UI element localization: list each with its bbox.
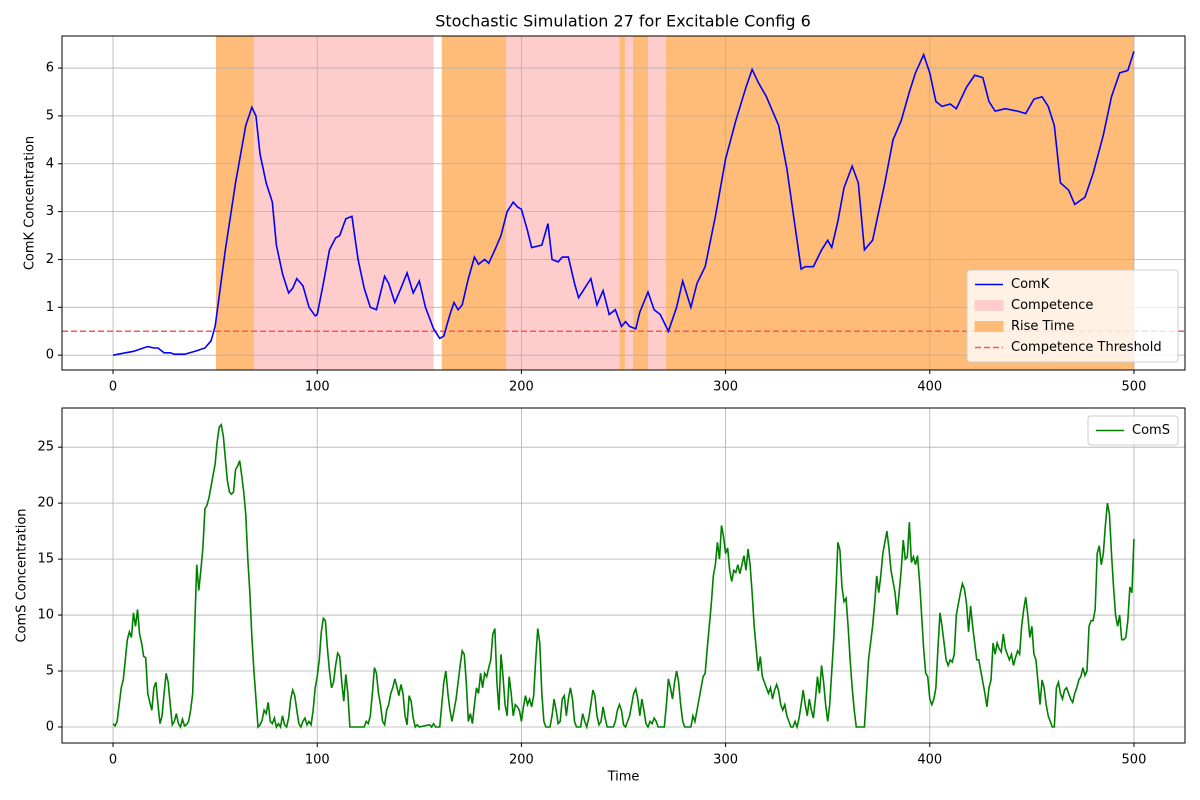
shaded-region: [441, 36, 507, 370]
shaded-region: [619, 36, 625, 370]
x-tick-label: 500: [1122, 753, 1147, 768]
y-tick-label: 0: [46, 348, 54, 363]
x-tick-label: 100: [305, 753, 330, 768]
x-tick-label: 200: [509, 380, 534, 395]
shaded-region: [632, 36, 649, 370]
data-line: [112, 423, 1135, 730]
x-axis-label: Time: [607, 770, 640, 785]
shaded-region: [506, 36, 620, 370]
plot-area: [62, 36, 1185, 370]
x-tick-label: 400: [917, 753, 942, 768]
x-tick-label: 0: [109, 753, 117, 768]
y-tick-label: 1: [46, 300, 54, 315]
x-tick-label: 200: [509, 753, 534, 768]
legend-swatch: [974, 300, 1004, 311]
x-tick-label: 400: [917, 380, 942, 395]
axes-frame: [61, 35, 1186, 371]
plot-area: [62, 408, 1185, 743]
y-tick-label: 4: [46, 156, 54, 171]
x-tick-label: 0: [109, 380, 117, 395]
legend: ComK Competence Rise Time Competence Thresh…: [966, 269, 1179, 363]
y-tick-label: 5: [46, 664, 54, 679]
y-tick-label: 15: [37, 552, 54, 567]
legend-swatch: [974, 321, 1004, 332]
legend-label: ComK: [1011, 277, 1050, 292]
chart-title: Stochastic Simulation 27 for Excitable C…: [435, 12, 811, 31]
axes-frame: [61, 407, 1186, 744]
legend-box: [1087, 415, 1179, 446]
legend-label: ComS: [1132, 423, 1170, 438]
shaded-region: [648, 36, 666, 370]
shaded-region: [253, 36, 434, 370]
legend: ComS: [1087, 415, 1179, 446]
shaded-region: [215, 36, 254, 370]
legend-box: [966, 269, 1179, 363]
x-tick-label: 100: [305, 380, 330, 395]
y-tick-label: 0: [46, 719, 54, 734]
shaded-region: [624, 36, 633, 370]
y-tick-label: 10: [37, 608, 54, 623]
x-tick-label: 300: [713, 753, 738, 768]
data-line: [112, 51, 1135, 356]
y-tick-label: 25: [37, 440, 54, 455]
y-tick-label: 3: [46, 204, 54, 219]
legend-label: Rise Time: [1011, 319, 1074, 334]
y-tick-label: 5: [46, 108, 54, 123]
y-tick-label: 2: [46, 252, 54, 267]
y-axis-label: ComK Concentration: [23, 136, 38, 270]
legend-label: Competence: [1011, 298, 1093, 313]
y-axis-label: ComS Concentration: [15, 508, 30, 642]
x-tick-label: 500: [1122, 380, 1147, 395]
y-tick-label: 6: [46, 61, 54, 76]
y-tick-label: 20: [37, 496, 54, 511]
x-tick-label: 300: [713, 380, 738, 395]
legend-label: Competence Threshold: [1011, 340, 1162, 355]
